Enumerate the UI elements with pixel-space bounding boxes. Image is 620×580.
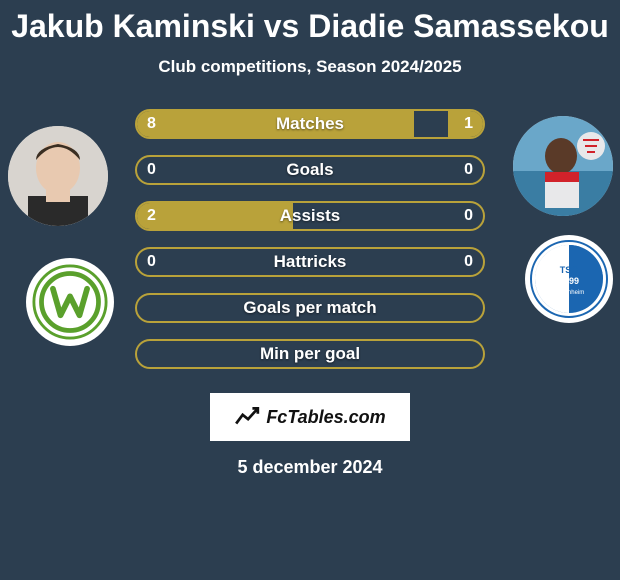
stat-value-right: 0	[464, 249, 473, 275]
stat-value-right: 1	[464, 111, 473, 137]
stats-container: 8 Matches 1 0 Goals 0 2 Assists 0 0 Hatt…	[0, 109, 620, 389]
page-title: Jakub Kaminski vs Diadie Samassekou	[0, 0, 620, 45]
stat-row-hattricks: 0 Hattricks 0	[135, 247, 485, 277]
stat-label: Goals per match	[137, 295, 483, 321]
stat-row-assists: 2 Assists 0	[135, 201, 485, 231]
stat-label: Hattricks	[137, 249, 483, 275]
stat-value-right: 0	[464, 203, 473, 229]
stat-row-min-per-goal: Min per goal	[135, 339, 485, 369]
subtitle: Club competitions, Season 2024/2025	[0, 57, 620, 77]
stat-row-matches: 8 Matches 1	[135, 109, 485, 139]
stat-label: Goals	[137, 157, 483, 183]
stat-row-goals-per-match: Goals per match	[135, 293, 485, 323]
brand-badge[interactable]: FcTables.com	[210, 393, 410, 441]
stat-value-right: 0	[464, 157, 473, 183]
date-text: 5 december 2024	[0, 457, 620, 478]
stat-label: Matches	[137, 111, 483, 137]
stat-row-goals: 0 Goals 0	[135, 155, 485, 185]
stat-label: Assists	[137, 203, 483, 229]
stat-label: Min per goal	[137, 341, 483, 367]
brand-text: FcTables.com	[266, 407, 385, 428]
chart-icon	[234, 404, 260, 430]
